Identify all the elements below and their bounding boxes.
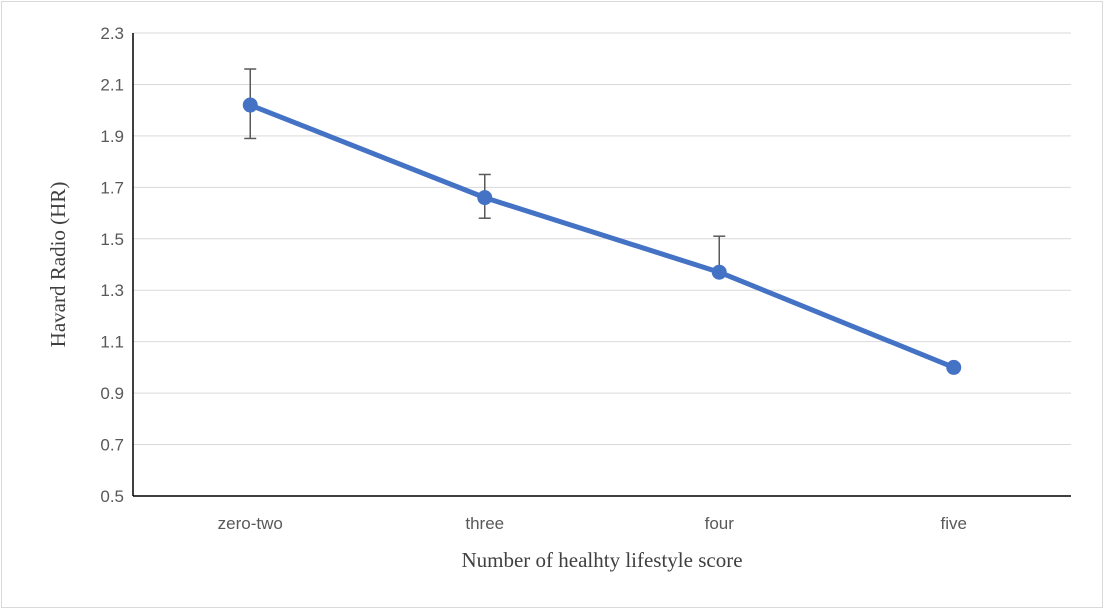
y-tick-label: 0.5 — [100, 487, 124, 506]
data-point — [477, 190, 493, 206]
x-tick-label: four — [705, 514, 735, 533]
data-point — [242, 97, 258, 113]
y-axis-title: Havard Radio (HR) — [46, 182, 70, 348]
y-tick-label: 0.9 — [100, 384, 124, 403]
x-tick-labels: zero-two three four five — [218, 514, 967, 533]
data-point — [946, 359, 962, 375]
x-axis-title: Number of healhty lifestyle score — [461, 548, 742, 572]
y-tick-label: 1.7 — [100, 178, 124, 197]
y-tick-label: 1.1 — [100, 333, 124, 352]
x-tick-label: zero-two — [218, 514, 283, 533]
x-tick-label: three — [465, 514, 504, 533]
series-line — [247, 102, 957, 370]
y-tick-label: 2.3 — [100, 24, 124, 43]
data-point — [711, 264, 727, 280]
error-bars — [244, 68, 726, 273]
y-tick-label: 1.9 — [100, 127, 124, 146]
data-point-markers — [242, 97, 962, 375]
y-tick-label: 1.5 — [100, 230, 124, 249]
y-tick-label: 0.7 — [100, 436, 124, 455]
x-tick-label: five — [941, 514, 967, 533]
y-tick-label: 1.3 — [100, 281, 124, 300]
y-tick-label: 2.1 — [100, 75, 124, 94]
gridlines — [133, 32, 1071, 446]
y-tick-labels: 0.5 0.7 0.9 1.1 1.3 1.5 1.7 1.9 2.1 2.3 — [100, 24, 124, 506]
